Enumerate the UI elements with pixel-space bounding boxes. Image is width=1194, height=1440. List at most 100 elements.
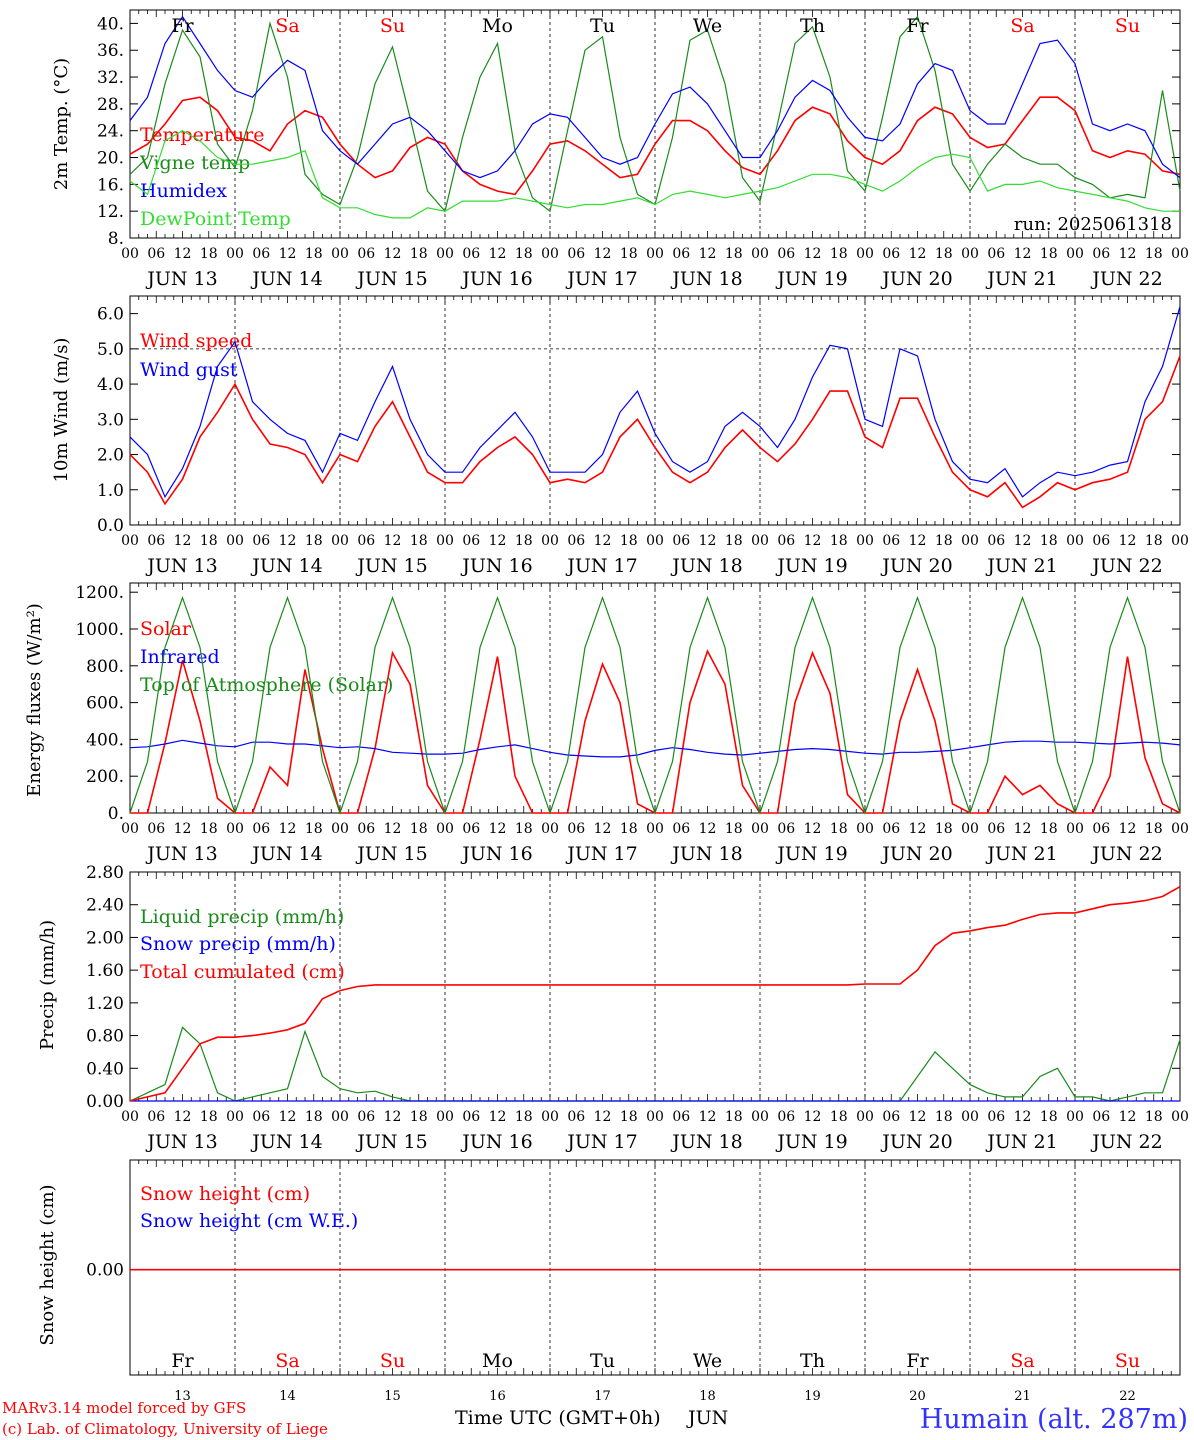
hour-label: 00	[226, 246, 244, 262]
weekday-label: We	[693, 15, 722, 37]
date-label: JUN 18	[670, 843, 742, 865]
hour-label: 06	[672, 533, 690, 549]
y-axis-label: 2m Temp. (°C)	[51, 58, 72, 190]
weekday-label: We	[693, 1350, 722, 1372]
hour-label: 00	[856, 1109, 874, 1125]
hour-label: 00	[121, 246, 139, 262]
hour-label: 06	[147, 1109, 165, 1125]
hour-label: 12	[909, 821, 927, 837]
hour-label: 18	[725, 821, 743, 837]
date-label: JUN 19	[775, 843, 847, 865]
hour-label: 18	[935, 1109, 953, 1125]
hour-label: 12	[279, 1109, 297, 1125]
hour-label: 18	[515, 246, 533, 262]
weekday-label: Tu	[590, 15, 615, 37]
hour-label: 18	[830, 246, 848, 262]
hour-label: 18	[410, 1109, 428, 1125]
month-label: JUN	[686, 1407, 728, 1429]
hour-label: 06	[462, 1109, 480, 1125]
hour-label: 06	[882, 1109, 900, 1125]
hour-label: 06	[567, 821, 585, 837]
hour-label: 00	[961, 246, 979, 262]
hour-label: 06	[777, 1109, 795, 1125]
series-line-wind-gust	[129, 306, 1181, 499]
y-tick-label: 20.	[97, 149, 124, 169]
hour-label: 12	[489, 533, 507, 549]
date-label: JUN 20	[880, 268, 952, 290]
weekday-label: Mo	[482, 15, 513, 37]
legend-entry: Total cumulated (cm)	[140, 961, 345, 983]
hour-label: 12	[174, 821, 192, 837]
hour-label: 06	[147, 533, 165, 549]
hour-label: 18	[1040, 821, 1058, 837]
series-line-top-of-atmosphere-solar	[129, 595, 1181, 815]
legend-entry: DewPoint Temp	[140, 208, 291, 230]
y-axis-label: Snow height (cm)	[37, 1184, 58, 1345]
hour-label: 12	[384, 821, 402, 837]
hour-label: 12	[909, 1109, 927, 1125]
hour-label: 18	[410, 533, 428, 549]
hour-label: 00	[1171, 246, 1189, 262]
hour-label: 00	[856, 533, 874, 549]
date-label: JUN 13	[145, 555, 217, 577]
date-label: JUN 21	[985, 555, 1057, 577]
hour-label: 12	[489, 1109, 507, 1125]
hour-label: 06	[987, 1109, 1005, 1125]
hour-label: 18	[200, 821, 218, 837]
hour-label: 06	[882, 821, 900, 837]
hour-label: 06	[147, 246, 165, 262]
date-label: JUN 20	[880, 555, 952, 577]
series-line-humidex	[129, 15, 1181, 179]
legend-entry: Liquid precip (mm/h)	[140, 906, 344, 928]
hour-label: 06	[882, 246, 900, 262]
hour-label: 18	[935, 246, 953, 262]
y-tick-label: 2.0	[97, 446, 124, 466]
hour-label: 18	[305, 1109, 323, 1125]
date-label: JUN 17	[565, 555, 637, 577]
hour-label: 06	[777, 246, 795, 262]
hour-label: 00	[121, 533, 139, 549]
y-tick-label: 2.80	[86, 863, 124, 883]
hour-label: 12	[804, 821, 822, 837]
legend-entry: Infrared	[140, 646, 220, 668]
hour-label: 06	[357, 821, 375, 837]
y-axis-label: 10m Wind (m/s)	[51, 338, 72, 483]
series-line-wind-speed	[129, 355, 1181, 509]
y-tick-label: 40.	[97, 14, 124, 34]
date-label: JUN 15	[355, 555, 427, 577]
hour-label: 12	[174, 1109, 192, 1125]
hour-label: 12	[804, 246, 822, 262]
weekday-label: Fr	[171, 15, 194, 37]
hour-label: 00	[436, 246, 454, 262]
hour-label: 00	[1066, 533, 1084, 549]
date-label: JUN 22	[1090, 843, 1162, 865]
chart-panel-1: 8. 12. 16. 20. 24. 28. 32. 36. 40. 2m Temp. (°C) T…	[51, 9, 1189, 290]
date-label: JUN 15	[355, 268, 427, 290]
date-label: JUN 21	[985, 843, 1057, 865]
hour-label: 18	[935, 533, 953, 549]
hour-label: 00	[961, 821, 979, 837]
hour-label: 18	[305, 246, 323, 262]
y-tick-label: 2.40	[86, 896, 124, 916]
date-label: JUN 17	[565, 1131, 637, 1153]
hour-label: 12	[699, 1109, 717, 1125]
hour-label: 00	[646, 821, 664, 837]
hour-label: 00	[646, 533, 664, 549]
y-axis-label: Energy fluxes (W/m²)	[24, 603, 45, 797]
hour-label: 12	[594, 246, 612, 262]
hour-label: 06	[462, 246, 480, 262]
date-label: JUN 13	[145, 1131, 217, 1153]
date-label: JUN 14	[250, 843, 322, 865]
hour-label: 06	[357, 246, 375, 262]
date-label: JUN 18	[670, 268, 742, 290]
y-tick-label: 1.20	[86, 994, 124, 1014]
hour-label: 06	[252, 1109, 270, 1125]
hour-label: 18	[515, 821, 533, 837]
hour-label: 18	[620, 821, 638, 837]
legend-entry: Vigne temp	[139, 152, 250, 174]
hour-label: 06	[987, 246, 1005, 262]
hour-label: 06	[252, 533, 270, 549]
hour-label: 06	[252, 246, 270, 262]
date-label: JUN 17	[565, 268, 637, 290]
hour-label: 18	[1040, 1109, 1058, 1125]
